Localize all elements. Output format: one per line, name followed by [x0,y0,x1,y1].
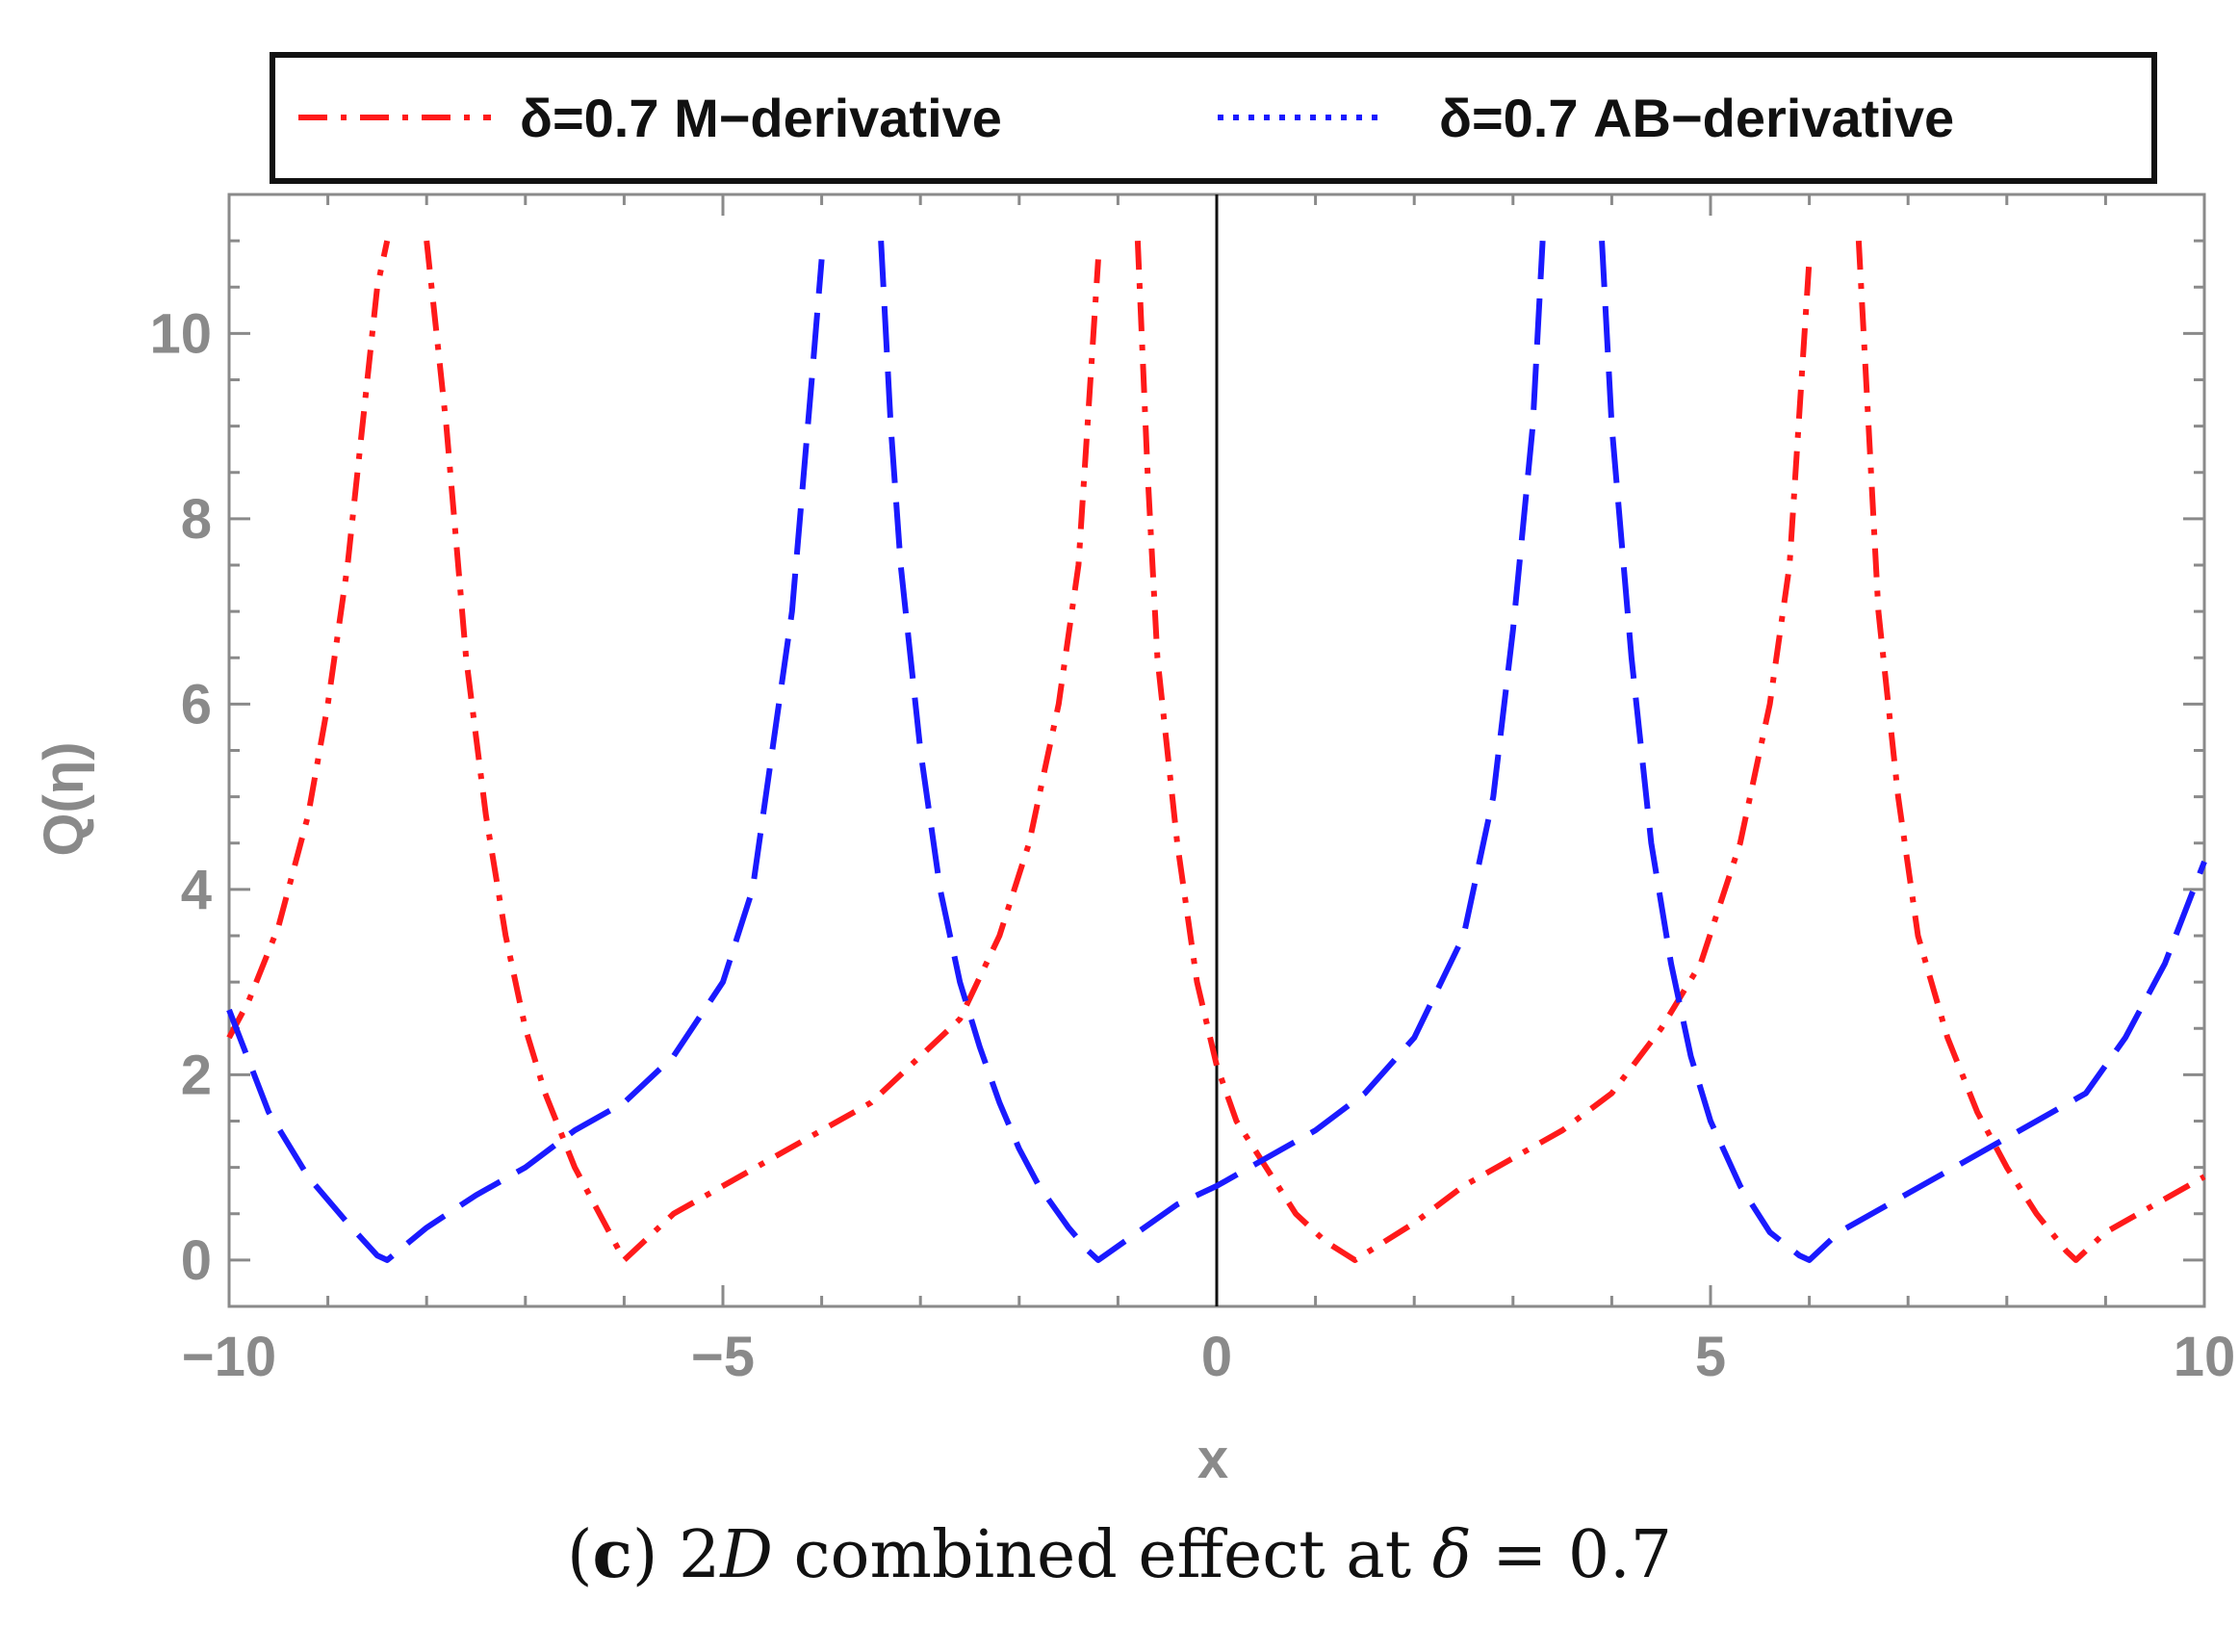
y-axis-title: Q(η) [33,741,95,856]
series-m-derivative-line [424,240,1101,1263]
caption-suffix: = 0.7 [1471,1517,1673,1593]
series-m-derivative-line [226,240,391,1040]
y-tick-label: 4 [181,859,212,921]
caption-label: c [592,1516,632,1593]
legend-label-ab-derivative: δ=0.7 AB−derivative [1439,88,1954,148]
caption-middle: combined effect at [772,1517,1432,1593]
y-tick-label: 10 [149,302,212,365]
tick-labels: −10 −5 0 5 10 0 2 4 6 8 10 [149,302,2235,1388]
legend: δ=0.7 M−derivative δ=0.7 AB−derivative [270,52,2157,184]
y-tick-label: 2 [181,1044,212,1106]
series-m-derivative-line [1134,240,1813,1263]
x-tick-label: −5 [691,1326,755,1388]
y-tick-label: 8 [181,488,212,551]
x-tick-label: 10 [2174,1326,2236,1388]
chart: δ=0.7 M−derivative δ=0.7 AB−derivative −… [33,52,2235,1490]
x-tick-label: −10 [182,1326,276,1388]
y-tick-label: 0 [181,1229,212,1292]
x-tick-label: 0 [1201,1326,1232,1388]
caption-symbol: δ [1431,1517,1472,1593]
series-ab-derivative-line [226,259,825,1263]
legend-box [270,52,2157,184]
y-tick-label: 6 [181,673,212,736]
x-axis-title: x [1197,1428,1228,1490]
caption-italic: D [720,1517,773,1593]
series-m-derivative-line [1855,240,2206,1263]
ticks [227,194,2206,1306]
caption-prefix: 2 [679,1517,721,1593]
series-ab-derivative-line [1599,240,2207,1263]
x-tick-label: 5 [1695,1326,1726,1388]
legend-label-m-derivative: δ=0.7 M−derivative [520,88,1002,148]
series-ab-derivative-line [878,240,1546,1263]
figure-caption: (c) 2D combined effect at δ = 0.7 [566,1516,1673,1593]
series-layer [226,240,2207,1263]
